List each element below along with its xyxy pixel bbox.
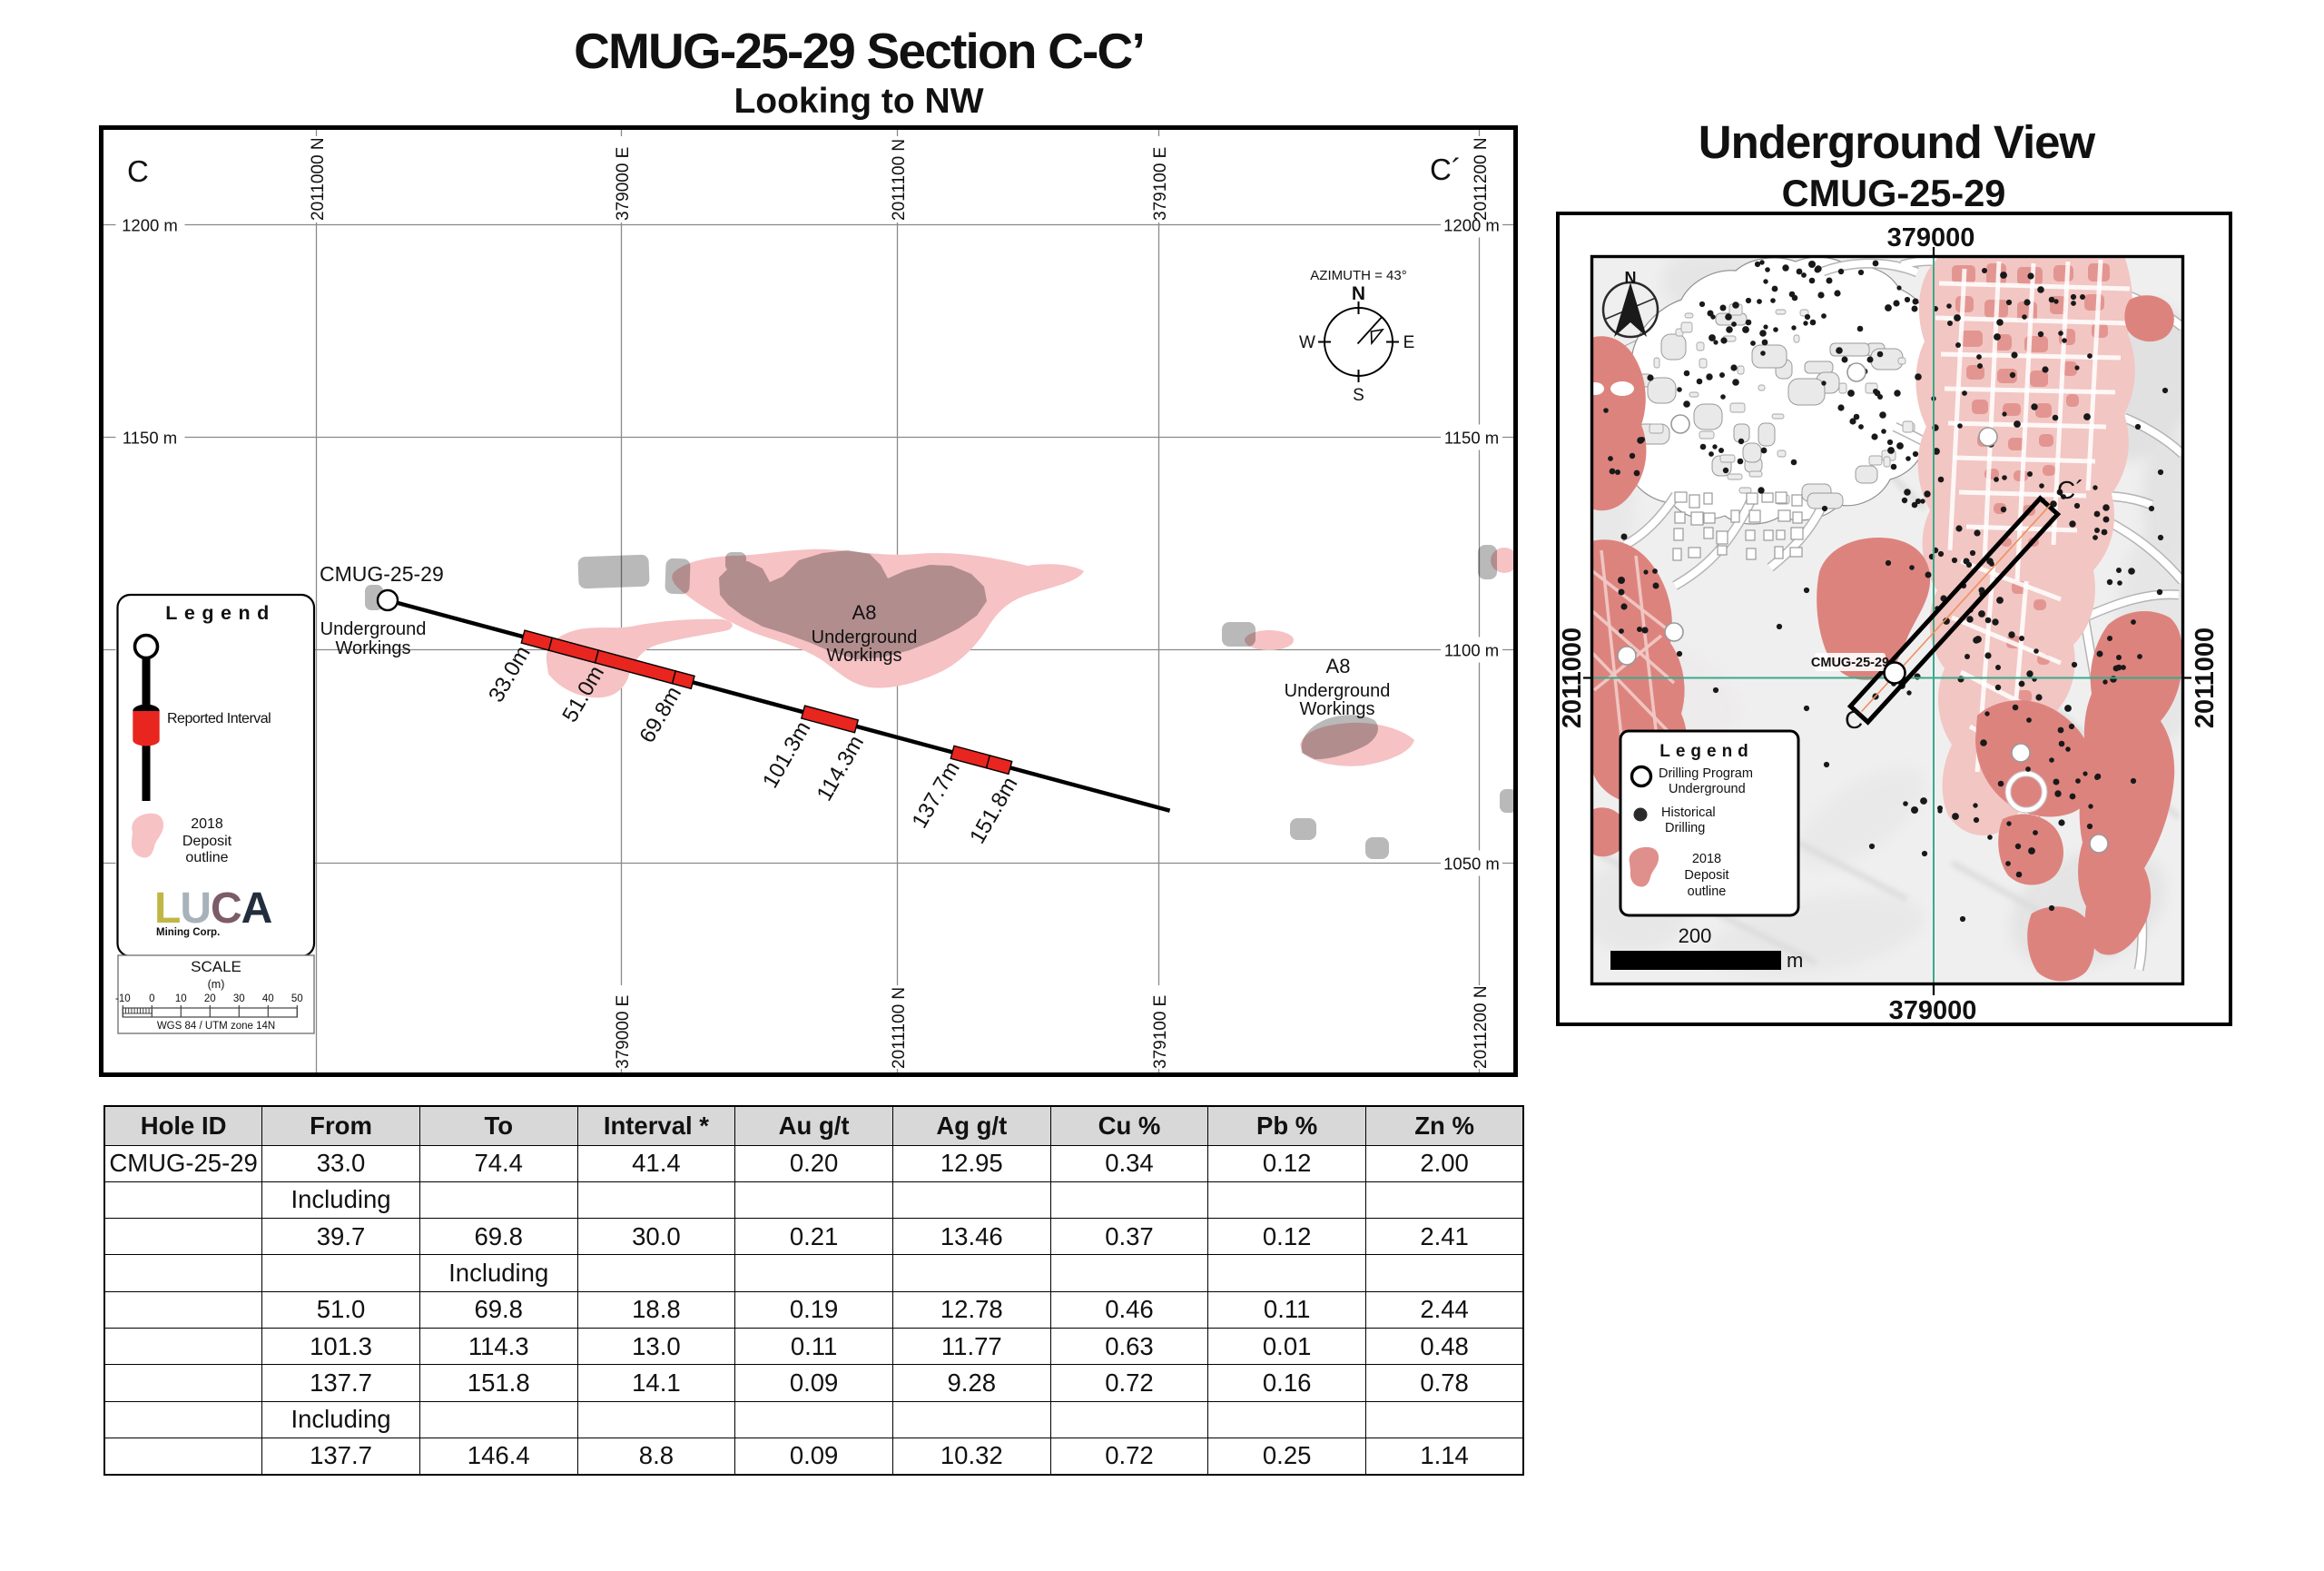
svg-text:outline: outline	[185, 850, 228, 865]
svg-text:Looking to NW: Looking to NW	[734, 82, 983, 121]
svg-text:114.3m: 114.3m	[812, 731, 870, 805]
svg-text:(m): (m)	[208, 978, 225, 991]
svg-text:2011000 N: 2011000 N	[309, 137, 328, 221]
svg-text:Workings: Workings	[1300, 699, 1375, 719]
svg-text:W: W	[1299, 333, 1315, 352]
svg-text:Legend: Legend	[1659, 742, 1754, 761]
svg-text:E: E	[1403, 333, 1415, 352]
svg-text:1150 m: 1150 m	[1444, 429, 1499, 448]
svg-text:Reported Interval: Reported Interval	[167, 711, 271, 726]
svg-text:WGS 84 / UTM zone 14N: WGS 84 / UTM zone 14N	[157, 1021, 275, 1032]
svg-text:Underground: Underground	[1669, 782, 1746, 796]
svg-text:200: 200	[1679, 924, 1712, 947]
svg-text:379100 E: 379100 E	[1151, 147, 1170, 221]
svg-text:1150 m: 1150 m	[123, 429, 177, 448]
svg-text:2018: 2018	[191, 816, 223, 832]
svg-text:Mining Corp.: Mining Corp.	[156, 927, 220, 938]
svg-text:10: 10	[175, 993, 187, 1004]
svg-text:40: 40	[262, 993, 274, 1004]
svg-text:N: N	[1352, 283, 1365, 304]
svg-text:2011000: 2011000	[1558, 627, 1587, 728]
svg-text:C: C	[1845, 706, 1863, 734]
svg-text:2011000: 2011000	[2191, 627, 2220, 728]
svg-text:1200 m: 1200 m	[1443, 216, 1500, 235]
svg-text:CMUG-25-29: CMUG-25-29	[1782, 172, 2006, 214]
svg-text:Underground View: Underground View	[1699, 116, 2096, 168]
svg-text:LUCA: LUCA	[154, 884, 272, 933]
svg-text:outline: outline	[1688, 884, 1727, 899]
svg-text:Historical: Historical	[1661, 805, 1716, 820]
svg-text:A8: A8	[852, 601, 877, 624]
svg-text:m: m	[1787, 949, 1803, 972]
svg-text:137.7m: 137.7m	[907, 757, 964, 833]
svg-text:Workings: Workings	[827, 646, 902, 666]
svg-text:69.8m: 69.8m	[635, 682, 686, 746]
svg-text:-10: -10	[115, 993, 131, 1004]
svg-text:2011100 N: 2011100 N	[890, 987, 909, 1069]
svg-text:379000: 379000	[1889, 996, 1977, 1025]
svg-text:379000: 379000	[1887, 223, 1975, 252]
svg-text:Underground: Underground	[812, 627, 918, 647]
svg-text:Underground: Underground	[320, 619, 427, 639]
svg-text:N: N	[1625, 269, 1637, 287]
svg-text:1100 m: 1100 m	[1444, 641, 1499, 660]
svg-text:20: 20	[204, 993, 216, 1004]
svg-text:379000 E: 379000 E	[614, 995, 633, 1069]
svg-text:50: 50	[291, 993, 303, 1004]
svg-text:Legend: Legend	[165, 602, 275, 624]
svg-text:C´: C´	[2057, 476, 2084, 504]
svg-text:30: 30	[233, 993, 245, 1004]
svg-text:33.0m: 33.0m	[484, 642, 536, 706]
svg-text:C´: C´	[1430, 153, 1462, 186]
svg-text:Deposit: Deposit	[182, 834, 232, 849]
svg-text:A8: A8	[1326, 655, 1351, 677]
svg-text:CMUG-25-29: CMUG-25-29	[320, 562, 444, 586]
svg-text:2018: 2018	[1692, 852, 1721, 866]
svg-text:101.3m: 101.3m	[758, 717, 815, 793]
svg-text:0: 0	[149, 993, 154, 1004]
svg-text:1200 m: 1200 m	[122, 216, 178, 235]
svg-text:151.8m: 151.8m	[965, 773, 1022, 848]
svg-text:C: C	[127, 154, 149, 188]
svg-text:S: S	[1353, 386, 1364, 405]
svg-text:1050 m: 1050 m	[1443, 855, 1500, 874]
svg-text:Workings: Workings	[336, 638, 411, 658]
svg-text:CMUG-25-29 Section C-C’: CMUG-25-29 Section C-C’	[574, 23, 1144, 79]
svg-text:Drilling: Drilling	[1665, 821, 1705, 835]
svg-text:AZIMUTH = 43°: AZIMUTH = 43°	[1310, 268, 1406, 283]
svg-text:2011100 N: 2011100 N	[890, 139, 909, 221]
svg-text:Drilling Program: Drilling Program	[1659, 766, 1753, 781]
svg-text:Underground: Underground	[1285, 681, 1391, 701]
svg-text:Deposit: Deposit	[1684, 868, 1728, 883]
svg-text:379100 E: 379100 E	[1151, 995, 1170, 1069]
svg-text:CMUG-25-29: CMUG-25-29	[1811, 656, 1889, 670]
svg-text:379000 E: 379000 E	[614, 147, 633, 221]
svg-text:2011200 N: 2011200 N	[1472, 985, 1491, 1069]
svg-text:2011200 N: 2011200 N	[1472, 137, 1491, 221]
svg-text:SCALE: SCALE	[191, 958, 241, 975]
